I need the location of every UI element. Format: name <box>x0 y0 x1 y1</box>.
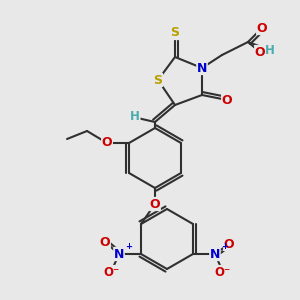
Text: O: O <box>150 197 160 211</box>
Text: N: N <box>210 248 220 260</box>
Text: +: + <box>221 242 228 251</box>
Text: S: S <box>154 74 163 86</box>
Text: H: H <box>130 110 140 124</box>
Text: O: O <box>100 236 110 248</box>
Text: H: H <box>265 44 275 56</box>
Text: O⁻: O⁻ <box>215 266 231 278</box>
Text: O: O <box>257 22 267 34</box>
Text: O⁻: O⁻ <box>103 266 119 278</box>
Text: O: O <box>222 94 232 106</box>
Text: N: N <box>114 248 124 260</box>
Text: +: + <box>125 242 132 251</box>
Text: O: O <box>224 238 234 250</box>
Text: N: N <box>197 61 207 74</box>
Text: S: S <box>170 26 179 40</box>
Text: O: O <box>102 136 112 149</box>
Text: O: O <box>255 46 265 59</box>
